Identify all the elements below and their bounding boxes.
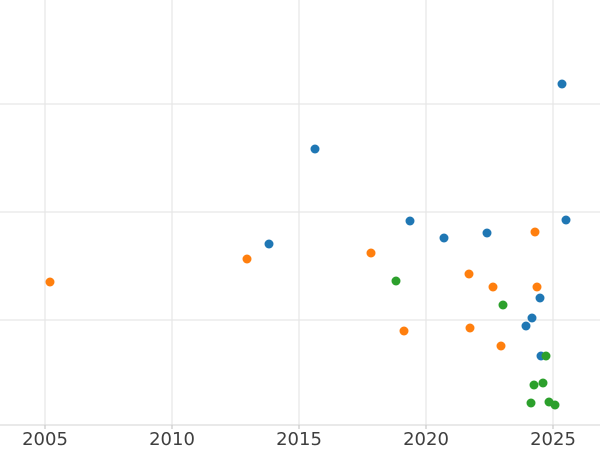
x-tick-label: 2020 — [403, 429, 449, 450]
x-tick-label: 2015 — [276, 429, 322, 450]
data-point-blue — [482, 228, 492, 238]
data-point-green — [541, 351, 551, 361]
data-point-green — [498, 300, 508, 310]
data-point-orange — [45, 277, 55, 287]
data-point-orange — [465, 323, 475, 333]
data-point-orange — [242, 254, 252, 264]
data-point-orange — [530, 227, 540, 237]
data-point-green — [391, 276, 401, 286]
data-point-green — [550, 400, 560, 410]
data-point-blue — [310, 144, 320, 154]
data-point-blue — [527, 313, 537, 323]
data-point-blue — [521, 321, 531, 331]
data-point-orange — [488, 282, 498, 292]
x-tick-label: 2010 — [149, 429, 195, 450]
data-point-green — [526, 398, 536, 408]
data-point-blue — [405, 216, 415, 226]
data-point-orange — [366, 248, 376, 258]
data-point-orange — [532, 282, 542, 292]
data-point-green — [529, 380, 539, 390]
data-point-blue — [264, 239, 274, 249]
data-point-blue — [557, 79, 567, 89]
x-tick-label: 2025 — [530, 429, 576, 450]
data-point-green — [538, 378, 548, 388]
data-point-blue — [535, 293, 545, 303]
data-point-orange — [399, 326, 409, 336]
data-point-orange — [496, 341, 506, 351]
x-tick-label: 2005 — [22, 429, 68, 450]
data-point-blue — [561, 215, 571, 225]
data-point-blue — [439, 233, 449, 243]
data-point-orange — [464, 269, 474, 279]
